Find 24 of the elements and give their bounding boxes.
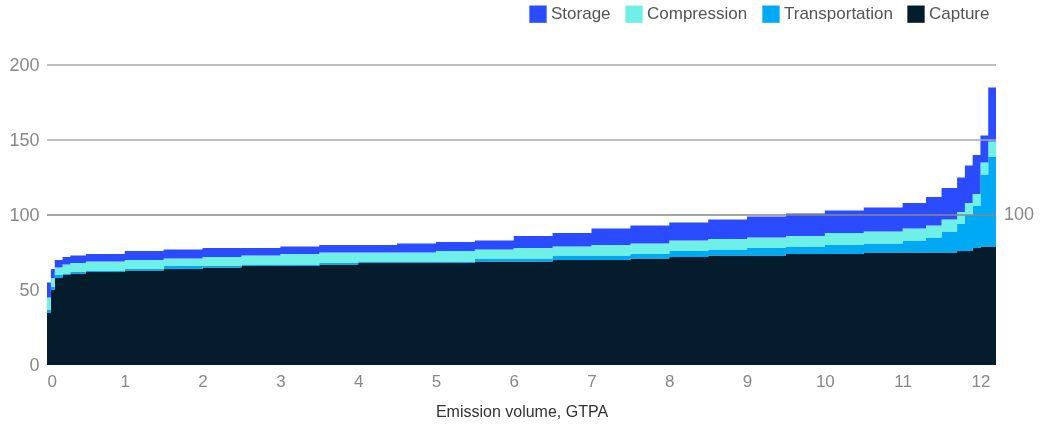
ref-line-label: 100 — [1004, 204, 1035, 224]
x-tick-label: 1 — [120, 371, 131, 391]
x-tick-label: 5 — [431, 371, 442, 391]
y-tick-label: 0 — [29, 354, 40, 375]
x-tick-label: 10 — [815, 371, 835, 391]
x-tick-label: 9 — [742, 371, 753, 391]
y-tick-label: 50 — [19, 279, 40, 300]
y-tick-label: 200 — [9, 54, 40, 75]
x-axis-title: Emission volume, GTPA — [435, 402, 609, 420]
x-tick-label: 4 — [353, 371, 364, 391]
legend-label: Storage — [551, 4, 611, 24]
x-tick-label: 3 — [276, 371, 286, 391]
x-tick-label: 8 — [665, 371, 675, 391]
legend-label: Transportation — [784, 4, 893, 24]
y-tick-label: 100 — [9, 204, 40, 225]
x-tick-label: 0 — [47, 371, 57, 391]
x-tick-label: 12 — [971, 371, 991, 391]
x-tick-label: 6 — [509, 371, 519, 391]
legend-label: Compression — [647, 4, 748, 24]
y-tick-label: 150 — [9, 129, 40, 150]
x-tick-label: 11 — [894, 371, 912, 391]
legend-label: Capture — [929, 4, 990, 24]
x-tick-label: 2 — [198, 371, 208, 391]
x-tick-label: 7 — [587, 371, 597, 391]
